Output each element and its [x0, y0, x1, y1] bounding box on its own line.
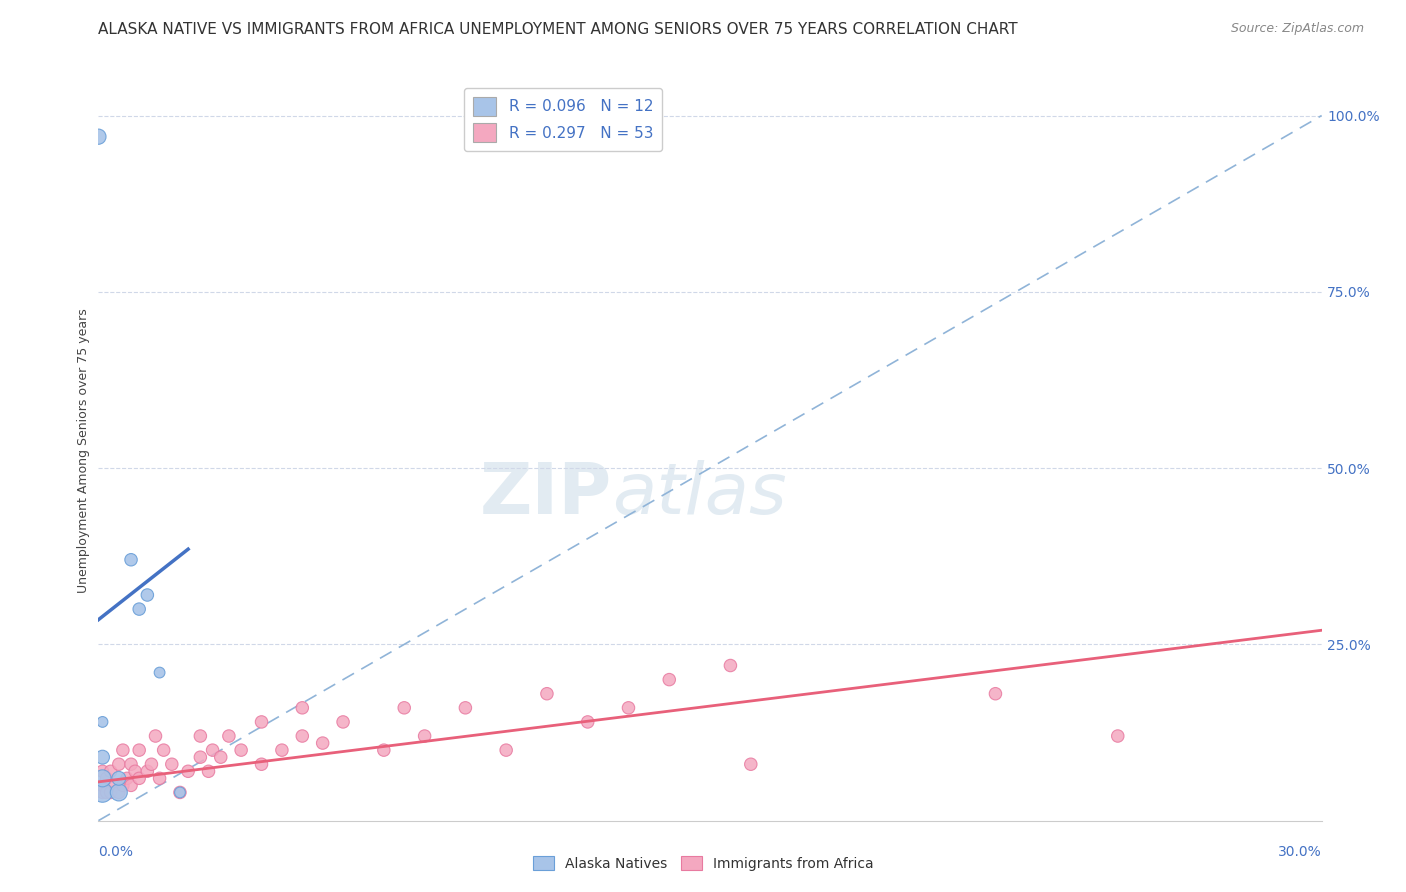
Point	[250, 757, 273, 772]
Y-axis label: Unemployment Among Seniors over 75 years: Unemployment Among Seniors over 75 years	[77, 308, 90, 593]
Point	[96, 785, 118, 799]
Point	[111, 778, 134, 792]
Point	[169, 785, 191, 799]
Point	[124, 764, 146, 779]
Point	[332, 714, 354, 729]
Legend: R = 0.096   N = 12, R = 0.297   N = 53: R = 0.096 N = 12, R = 0.297 N = 53	[464, 88, 662, 151]
Legend: Alaska Natives, Immigrants from Africa: Alaska Natives, Immigrants from Africa	[527, 850, 879, 876]
Point	[169, 785, 191, 799]
Text: 30.0%: 30.0%	[1278, 845, 1322, 859]
Text: 0.0%: 0.0%	[98, 845, 134, 859]
Point	[177, 764, 200, 779]
Point	[152, 743, 174, 757]
Point	[108, 785, 131, 799]
Text: Source: ZipAtlas.com: Source: ZipAtlas.com	[1230, 22, 1364, 36]
Point	[250, 714, 273, 729]
Point	[108, 757, 131, 772]
Point	[231, 743, 253, 757]
Point	[111, 743, 134, 757]
Point	[91, 764, 114, 779]
Point	[617, 701, 640, 715]
Point	[87, 129, 110, 144]
Point	[188, 729, 212, 743]
Point	[201, 743, 224, 757]
Point	[658, 673, 681, 687]
Point	[270, 743, 294, 757]
Point	[576, 714, 599, 729]
Point	[291, 701, 314, 715]
Point	[91, 785, 114, 799]
Point	[218, 729, 240, 743]
Point	[984, 687, 1007, 701]
Point	[120, 757, 142, 772]
Point	[91, 778, 114, 792]
Point	[128, 772, 150, 786]
Point	[454, 701, 477, 715]
Point	[536, 687, 558, 701]
Point	[108, 785, 131, 799]
Point	[91, 785, 114, 799]
Point	[115, 772, 138, 786]
Point	[128, 602, 150, 616]
Point	[720, 658, 742, 673]
Point	[128, 743, 150, 757]
Point	[149, 665, 172, 680]
Text: atlas: atlas	[612, 460, 787, 529]
Point	[413, 729, 436, 743]
Point	[392, 701, 416, 715]
Point	[91, 714, 114, 729]
Point	[149, 772, 172, 786]
Point	[495, 743, 517, 757]
Point	[373, 743, 395, 757]
Point	[160, 757, 183, 772]
Point	[141, 757, 163, 772]
Point	[291, 729, 314, 743]
Point	[100, 785, 122, 799]
Point	[100, 764, 122, 779]
Text: ZIP: ZIP	[479, 460, 612, 529]
Point	[188, 750, 212, 764]
Point	[1107, 729, 1129, 743]
Point	[120, 778, 142, 792]
Point	[312, 736, 335, 750]
Point	[145, 729, 167, 743]
Point	[136, 588, 159, 602]
Point	[740, 757, 762, 772]
Point	[91, 750, 114, 764]
Point	[91, 772, 114, 786]
Point	[96, 772, 118, 786]
Text: ALASKA NATIVE VS IMMIGRANTS FROM AFRICA UNEMPLOYMENT AMONG SENIORS OVER 75 YEARS: ALASKA NATIVE VS IMMIGRANTS FROM AFRICA …	[98, 22, 1018, 37]
Point	[108, 772, 131, 786]
Point	[120, 553, 142, 567]
Point	[104, 778, 127, 792]
Point	[209, 750, 232, 764]
Point	[197, 764, 219, 779]
Point	[136, 764, 159, 779]
